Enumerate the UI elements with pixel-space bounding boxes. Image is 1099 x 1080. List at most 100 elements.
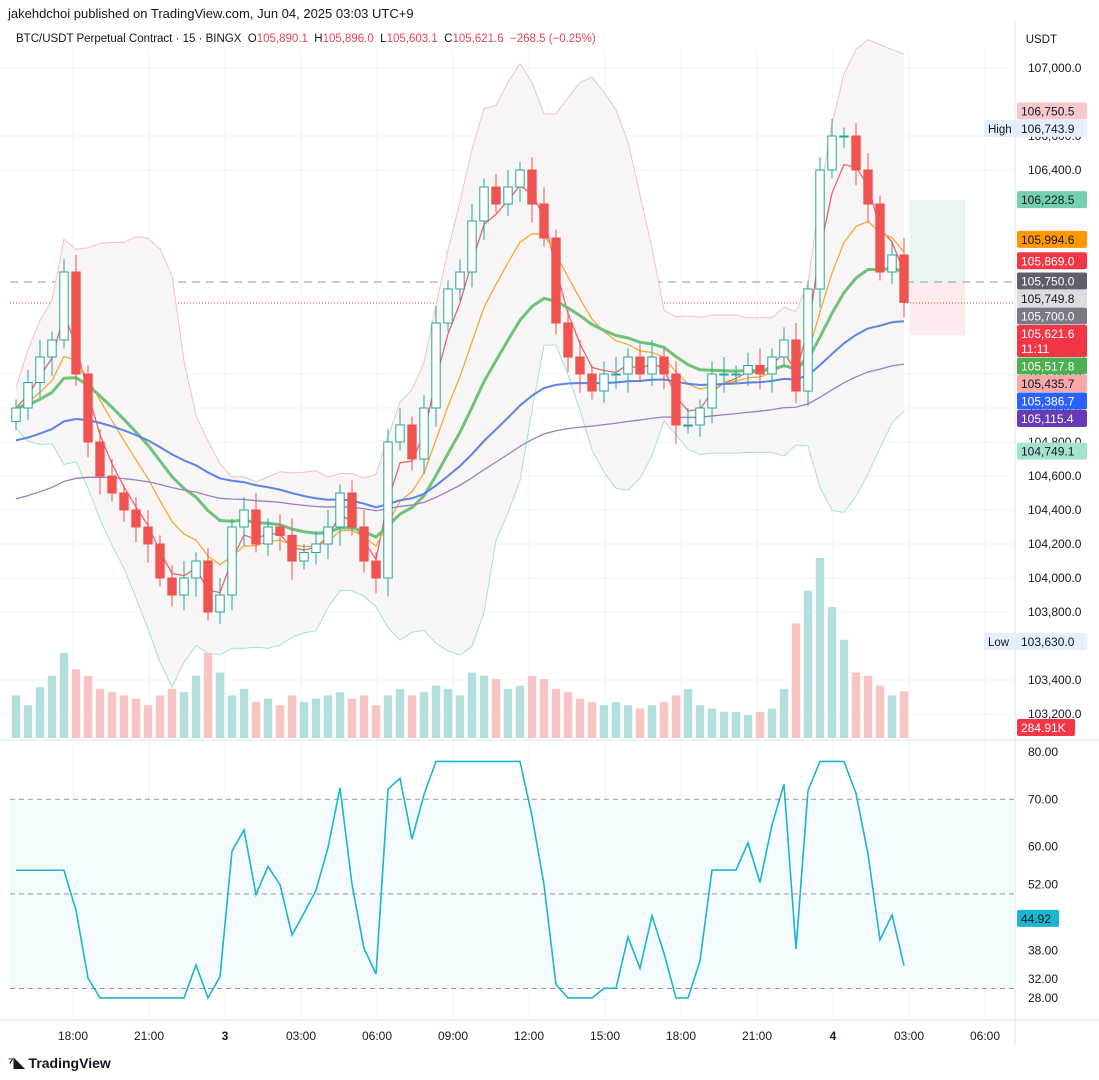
volume-bar <box>131 698 141 738</box>
candle-body <box>659 356 669 375</box>
volume-bar <box>167 688 177 738</box>
price-badge <box>1017 410 1087 427</box>
candle-body <box>575 356 585 375</box>
candle-body <box>515 169 525 188</box>
volume-bar <box>11 695 21 738</box>
volume-bar <box>287 695 297 738</box>
volume-bar <box>395 688 405 738</box>
volume-bar <box>647 705 657 738</box>
price-badge-tag <box>984 119 1017 137</box>
price-tick-label: 104,600.0 <box>1028 469 1082 483</box>
volume-bar <box>671 695 681 738</box>
price-badge <box>1017 357 1087 375</box>
position-target-zone <box>910 200 965 282</box>
price-badge <box>1017 325 1087 357</box>
low-label: L <box>380 33 387 45</box>
volume-bar <box>467 672 477 738</box>
volume-bar <box>875 685 885 738</box>
time-tick-label: 03:00 <box>286 1029 316 1043</box>
price-badge <box>1017 119 1087 137</box>
time-tick-label: 21:00 <box>742 1029 772 1043</box>
rsi-tick-label: 28.00 <box>1028 991 1058 1005</box>
time-tick-label: 09:00 <box>438 1029 468 1043</box>
price-badge-label: 105,700.0 <box>1021 310 1075 324</box>
volume-bar <box>83 675 93 738</box>
time-tick-label: 4 <box>830 1029 837 1043</box>
volume-bar <box>863 675 873 738</box>
currency-label: USDT <box>1025 34 1057 46</box>
candle-body <box>83 373 93 443</box>
candle-body <box>311 543 321 553</box>
volume-bar <box>659 702 669 738</box>
candle-body <box>119 492 129 511</box>
candle-body <box>143 526 153 545</box>
candle-body <box>479 186 489 222</box>
volume-bar <box>755 711 765 738</box>
volume-bar <box>815 558 825 738</box>
volume-bar <box>779 688 789 738</box>
volume-bar <box>503 688 513 738</box>
candle-body <box>611 373 621 376</box>
candle-body <box>683 424 693 427</box>
candle-body <box>491 186 501 205</box>
candle-body <box>191 560 201 579</box>
volume-bar <box>539 679 549 738</box>
candle-body <box>503 186 513 205</box>
price-badge-label: 105,750.0 <box>1021 275 1075 289</box>
volume-bar <box>803 590 813 738</box>
price-badge-countdown: 11:11 <box>1021 342 1050 356</box>
volume-bar <box>839 639 849 738</box>
price-badge-label: 105,621.6 <box>1021 327 1075 341</box>
candle-body <box>839 135 849 138</box>
tradingview-logo[interactable]: ⁷◣ TradingView <box>8 1054 111 1071</box>
price-badge-label: 105,435.7 <box>1021 377 1075 391</box>
candle-body <box>263 526 273 545</box>
rsi-value-label: 44.92 <box>1021 912 1051 926</box>
volume-bar <box>635 708 645 738</box>
price-badge <box>1017 272 1087 290</box>
volume-bar <box>611 702 621 738</box>
rsi-tick-label: 60.00 <box>1028 840 1058 854</box>
volume-bar <box>791 623 801 738</box>
price-badge <box>1017 442 1087 460</box>
candle-body <box>779 339 789 358</box>
candle-body <box>407 424 417 460</box>
price-tick-label: 103,400.0 <box>1028 673 1082 687</box>
symbol-name[interactable]: BTC/USDT Perpetual Contract · 15 · BINGX <box>16 33 242 45</box>
candle-body <box>719 373 729 376</box>
low-value: 105,603.1 <box>386 33 438 45</box>
volume-bar <box>95 688 105 738</box>
ema-orange-line <box>15 220 905 566</box>
volume-bar <box>851 672 861 738</box>
time-tick-label: 06:00 <box>362 1029 392 1043</box>
volume-bar <box>35 687 45 738</box>
candle-body <box>767 356 777 375</box>
candle-body <box>899 254 909 303</box>
price-badge-tag-label: Low <box>988 637 1010 649</box>
volume-bar <box>587 702 597 738</box>
symbol-legend: BTC/USDT Perpetual Contract · 15 · BINGX… <box>16 33 596 45</box>
bollinger-upper <box>15 38 905 483</box>
open-value: 105,890.1 <box>256 33 308 45</box>
bollinger-fill <box>16 39 904 688</box>
volume-bar <box>155 695 165 738</box>
candle-body <box>323 526 333 545</box>
price-badge-label: 105,517.8 <box>1021 360 1075 374</box>
candle-body <box>371 560 381 579</box>
candle-body <box>131 509 141 528</box>
price-badge <box>1017 191 1087 209</box>
candle-body <box>527 169 537 205</box>
price-badge-label: 105,115.4 <box>1021 412 1074 426</box>
close-value: 105,621.6 <box>452 33 504 45</box>
price-badge-label: 105,869.0 <box>1021 254 1075 268</box>
change-value: −268.5 (−0.25%) <box>510 33 596 45</box>
time-tick-label: 18:00 <box>58 1029 88 1043</box>
volume-bar <box>515 685 525 738</box>
volume-bar <box>719 711 729 738</box>
candle-body <box>335 492 345 528</box>
volume-bar <box>407 695 417 738</box>
candle-body <box>95 441 105 477</box>
bollinger-lower <box>15 344 905 689</box>
